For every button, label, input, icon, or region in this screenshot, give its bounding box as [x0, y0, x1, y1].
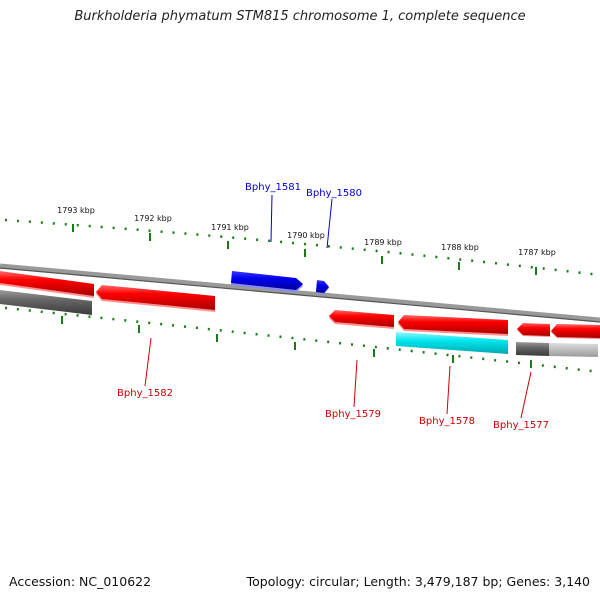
callout-line — [520, 371, 532, 419]
ruler-label: 1793 kbp — [57, 206, 95, 215]
ruler-label: 1792 kbp — [134, 214, 172, 223]
callout-line — [144, 337, 152, 387]
callout-line — [353, 359, 358, 408]
gene-arrow-bphy-1577-a[interactable] — [517, 323, 550, 337]
callout-line — [446, 365, 451, 415]
ruler-label: 1787 kbp — [518, 248, 556, 257]
gene-label-bphy-1579[interactable]: Bphy_1579 — [325, 409, 381, 420]
feature-gray-right[interactable] — [516, 342, 549, 356]
gene-arrow-bphy-1577-b[interactable] — [551, 324, 600, 339]
gene-arrow-left-partial[interactable] — [0, 271, 94, 298]
gene-label-bphy-1582[interactable]: Bphy_1582 — [117, 388, 173, 399]
map-title: Burkholderia phymatum STM815 chromosome … — [74, 9, 526, 24]
gene-arrow-bphy-1579[interactable] — [329, 310, 394, 329]
gene-label-bphy-1578[interactable]: Bphy_1578 — [419, 416, 475, 427]
accession-text: Accession: NC_010622 — [9, 574, 152, 589]
chromosome-backbone-shadow — [0, 267, 600, 323]
outer-ruler: 1793 kbp 1792 kbp 1791 kbp 1790 kbp 1789… — [4, 206, 600, 277]
gene-arrow-bphy-1581[interactable] — [231, 271, 303, 292]
gene-arrow-bphy-1582[interactable] — [96, 285, 215, 312]
gene-arrow-bphy-1580[interactable] — [316, 280, 329, 294]
feature-cyan[interactable] — [396, 332, 508, 354]
ruler-label: 1789 kbp — [364, 238, 402, 247]
topology-summary: Topology: circular; Length: 3,479,187 bp… — [246, 574, 590, 589]
feature-lightgray-right[interactable] — [549, 343, 598, 357]
gene-label-bphy-1581[interactable]: Bphy_1581 — [245, 182, 301, 193]
ruler-label: 1788 kbp — [441, 243, 479, 252]
chromosome-backbone — [0, 263, 600, 323]
ruler-label: 1791 kbp — [211, 223, 249, 232]
callout-line — [326, 198, 333, 249]
callout-line — [270, 194, 273, 243]
feature-gray-left[interactable] — [0, 290, 92, 315]
gene-arrow-bphy-1578[interactable] — [398, 315, 508, 336]
gene-label-bphy-1577[interactable]: Bphy_1577 — [493, 420, 549, 431]
ruler-label: 1790 kbp — [287, 231, 325, 240]
inner-ruler — [4, 306, 600, 374]
gene-label-bphy-1580[interactable]: Bphy_1580 — [306, 188, 362, 199]
